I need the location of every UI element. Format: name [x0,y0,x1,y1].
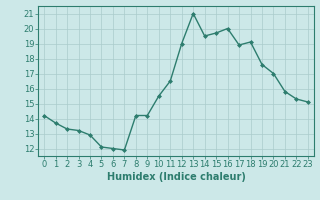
X-axis label: Humidex (Indice chaleur): Humidex (Indice chaleur) [107,172,245,182]
